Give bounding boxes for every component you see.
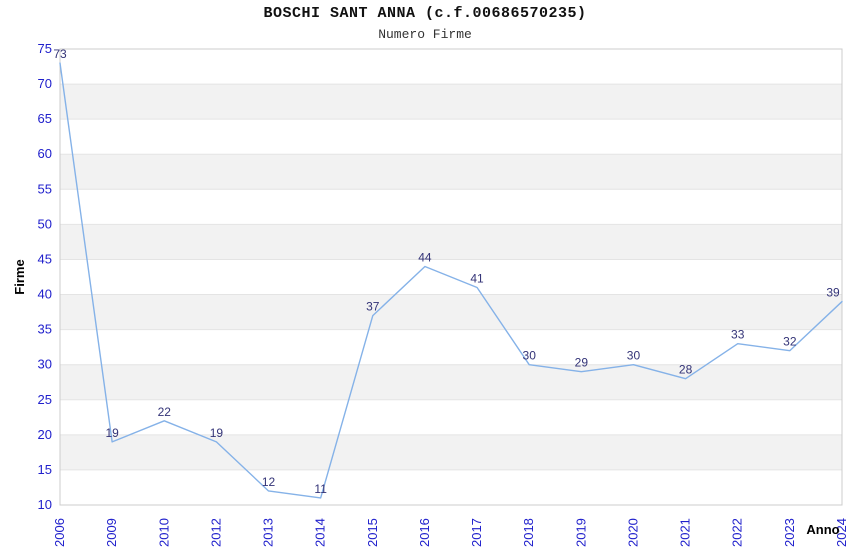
y-tick-label: 10 (38, 497, 52, 512)
x-tick-label: 2010 (156, 518, 171, 547)
x-tick-label: 2024 (834, 518, 849, 547)
x-tick-label: 2015 (365, 518, 380, 547)
y-tick-label: 55 (38, 181, 52, 196)
x-tick-label: 2022 (730, 518, 745, 547)
y-tick-label: 35 (38, 322, 52, 337)
data-point-label: 19 (210, 426, 224, 440)
x-tick-label: 2021 (678, 518, 693, 547)
grid-band (60, 154, 842, 190)
data-point-label: 28 (679, 363, 693, 377)
grid-band (60, 364, 842, 400)
y-tick-label: 20 (38, 427, 52, 442)
data-point-label: 37 (366, 300, 380, 314)
data-point-label: 22 (158, 405, 172, 419)
data-point-label: 44 (418, 250, 432, 264)
data-point-label: 39 (826, 286, 840, 300)
y-tick-label: 45 (38, 251, 52, 266)
y-tick-label: 65 (38, 111, 52, 126)
grid-band (60, 434, 842, 470)
x-tick-label: 2016 (417, 518, 432, 547)
x-tick-label: 2012 (208, 518, 223, 547)
y-tick-label: 70 (38, 76, 52, 91)
y-tick-label: 15 (38, 462, 52, 477)
y-axis-title: Firme (12, 259, 27, 294)
y-tick-label: 40 (38, 287, 52, 302)
data-point-label: 41 (470, 272, 484, 286)
data-point-label: 11 (314, 482, 327, 496)
chart-subtitle: Numero Firme (378, 27, 472, 42)
y-tick-label: 30 (38, 357, 52, 372)
x-axis-title: Anno (806, 522, 839, 537)
x-tick-label: 2006 (52, 518, 67, 547)
y-tick-label: 75 (38, 41, 52, 56)
data-point-label: 33 (731, 328, 745, 342)
y-tick-label: 50 (38, 216, 52, 231)
x-tick-label: 2014 (313, 518, 328, 547)
plot-border (59, 48, 843, 506)
y-tick-label: 60 (38, 146, 52, 161)
y-tick-label: 25 (38, 392, 52, 407)
x-tick-label: 2019 (573, 518, 588, 547)
data-line (59, 62, 843, 499)
x-tick-label: 2013 (261, 518, 276, 547)
grid-band (60, 84, 842, 120)
data-point-label: 29 (575, 356, 589, 370)
data-point-label: 30 (523, 349, 537, 363)
x-tick-label: 2017 (469, 518, 484, 547)
grid-band (60, 294, 842, 330)
grid-band (60, 224, 842, 260)
data-point-label: 12 (262, 475, 276, 489)
chart-title: BOSCHI SANT ANNA (c.f.00686570235) (263, 5, 587, 22)
x-tick-label: 2009 (104, 518, 119, 547)
data-point-label: 73 (53, 47, 67, 61)
x-tick-label: 2023 (782, 518, 797, 547)
data-point-label: 30 (627, 349, 641, 363)
x-tick-label: 2020 (625, 518, 640, 547)
x-tick-label: 2018 (521, 518, 536, 547)
data-point-label: 19 (105, 426, 119, 440)
data-point-label: 32 (783, 335, 797, 349)
